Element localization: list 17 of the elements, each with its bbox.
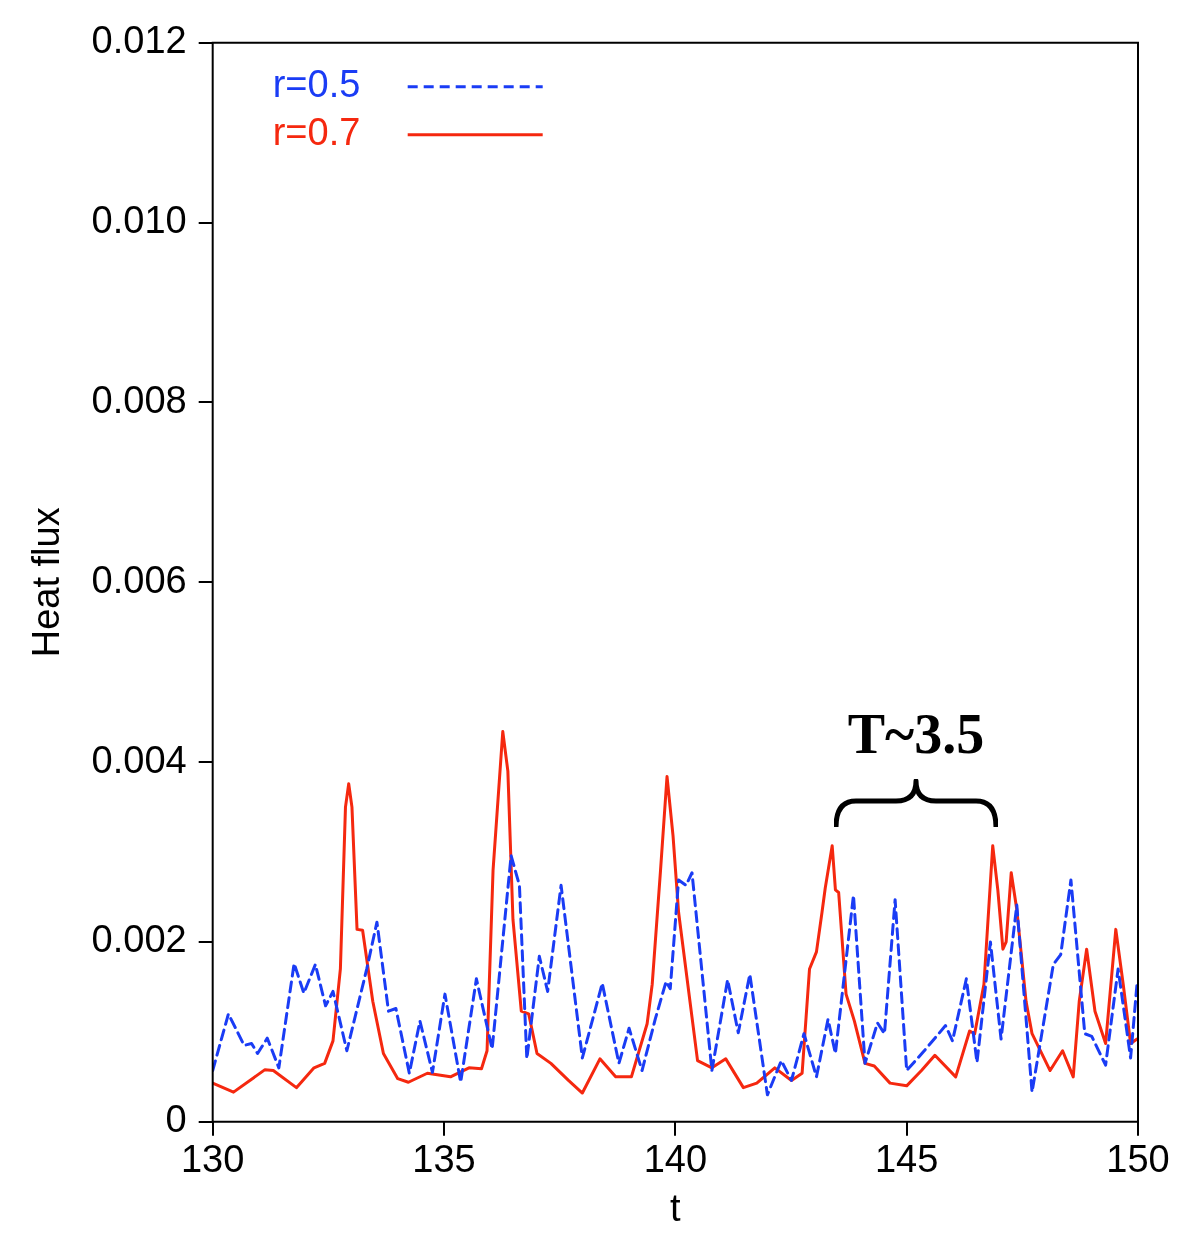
y-tick-label: 0.012 [91, 19, 187, 62]
x-tick-label: 140 [643, 1138, 708, 1181]
y-tick-label: 0.006 [91, 558, 187, 601]
x-tick-label: 145 [874, 1138, 939, 1181]
legend-label: r=0.7 [272, 111, 361, 154]
y-tick-label: 0 [165, 1098, 187, 1141]
annotation: T~3.5 [847, 703, 985, 766]
y-tick-label: 0.004 [91, 738, 187, 781]
y-axis-title: Heat flux [25, 507, 68, 658]
x-tick-label: 150 [1106, 1138, 1170, 1181]
legend-label: r=0.5 [272, 63, 361, 106]
y-tick-label: 0.008 [91, 378, 187, 421]
x-axis-title: t [670, 1186, 682, 1229]
y-tick-label: 0.010 [91, 199, 187, 242]
y-tick-label: 0.002 [91, 918, 187, 961]
x-tick-label: 135 [412, 1138, 476, 1181]
x-tick-label: 130 [180, 1138, 245, 1181]
